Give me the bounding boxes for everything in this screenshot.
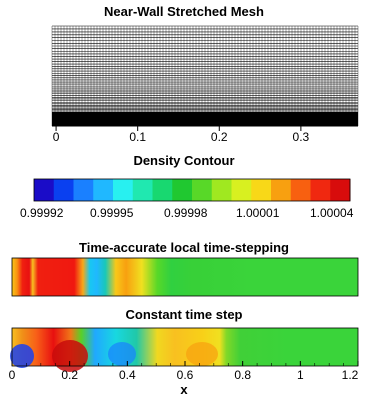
mesh-wall-region bbox=[52, 112, 358, 126]
colorbar-swatch bbox=[211, 179, 232, 201]
colorbar-swatch bbox=[152, 179, 173, 201]
local-plot-frame bbox=[11, 257, 359, 297]
mesh-x-tick-label: 0 bbox=[52, 130, 60, 144]
colorbar-swatch bbox=[34, 179, 55, 201]
mesh-title: Near-Wall Stretched Mesh bbox=[104, 4, 264, 19]
mesh-x-tick-label: 0.3 bbox=[292, 130, 310, 144]
constant-x-tick-label: 0 bbox=[8, 368, 16, 382]
constant-x-tick-label: 0.8 bbox=[234, 368, 251, 382]
constant-x-tick-label: 1.2 bbox=[341, 368, 359, 382]
colorbar-swatch bbox=[330, 179, 351, 201]
colorbar-swatch bbox=[192, 179, 213, 201]
colorbar-swatch bbox=[73, 179, 94, 201]
density-colorbar bbox=[33, 178, 351, 202]
local-contour-field bbox=[12, 258, 358, 296]
colorbar-swatch bbox=[113, 179, 134, 201]
colorbar-swatch bbox=[172, 179, 193, 201]
mesh-lines bbox=[51, 25, 359, 127]
contour-blob-orange bbox=[186, 342, 218, 366]
colorbar-label: 1.00004 bbox=[310, 206, 354, 220]
contour-blob-cyan bbox=[108, 342, 136, 366]
legend-title: Density Contour bbox=[133, 153, 235, 168]
contour-blob-red bbox=[52, 340, 88, 372]
constant-x-tick-label: 1 bbox=[296, 368, 304, 382]
local-contour-plot bbox=[11, 257, 359, 297]
constant-x-tick-label: 0.2 bbox=[61, 368, 78, 382]
mesh-plot bbox=[51, 25, 359, 131]
colorbar-label: 0.99992 bbox=[20, 206, 64, 220]
colorbar-label: 0.99998 bbox=[164, 206, 208, 220]
mesh-x-tick-label: 0.2 bbox=[210, 130, 228, 144]
colorbar-label: 1.00001 bbox=[236, 206, 280, 220]
constant-panel-title: Constant time step bbox=[125, 307, 243, 322]
colorbar-swatch bbox=[251, 179, 272, 201]
constant-x-tick-label: 0.6 bbox=[176, 368, 194, 382]
x-axis-label: x bbox=[180, 382, 188, 397]
colorbar-label: 0.99995 bbox=[90, 206, 134, 220]
contour-blob-blue bbox=[10, 344, 34, 368]
colorbar-swatch bbox=[271, 179, 292, 201]
colorbar-swatch bbox=[290, 179, 311, 201]
colorbar-swatch bbox=[53, 179, 74, 201]
constant-x-tick-label: 0.4 bbox=[118, 368, 136, 382]
mesh-x-tick-label: 0.1 bbox=[129, 130, 147, 144]
local-panel-title: Time-accurate local time-stepping bbox=[79, 240, 289, 255]
colorbar-swatch bbox=[132, 179, 153, 201]
colorbar-swatch bbox=[93, 179, 114, 201]
colorbar-swatch bbox=[310, 179, 331, 201]
colorbar-swatch bbox=[231, 179, 252, 201]
colorbar-frame bbox=[33, 178, 351, 202]
